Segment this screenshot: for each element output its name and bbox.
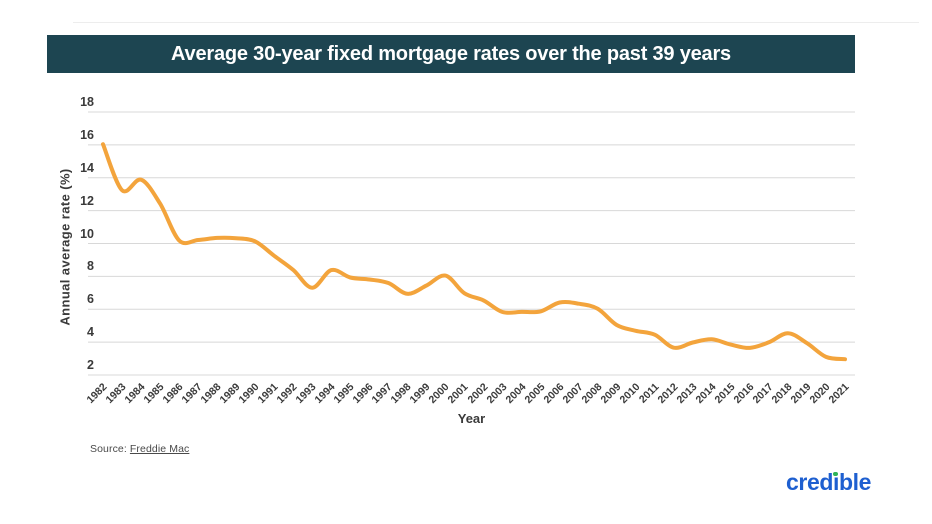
y-tick-label: 18 — [80, 95, 94, 109]
rate-line — [101, 142, 847, 362]
credible-logo[interactable]: credı ble — [786, 469, 871, 496]
chart-title: Average 30-year fixed mortgage rates ove… — [171, 42, 731, 65]
y-tick-label: 2 — [87, 358, 94, 372]
y-axis-title: Annual average rate (%) — [57, 168, 73, 326]
logo-letter-i: ı — [832, 469, 839, 495]
logo-green-dot-icon — [833, 471, 838, 476]
y-tick-label: 12 — [80, 193, 94, 208]
source-prefix: Source: — [90, 443, 127, 455]
source-link[interactable]: Freddie Mac — [129, 443, 190, 455]
y-tick-label: 6 — [87, 292, 94, 307]
logo-text: ble — [838, 469, 872, 495]
y-tick-label: 4 — [87, 325, 94, 340]
y-tick-label: 14 — [80, 160, 94, 175]
y-tick-label: 8 — [87, 259, 94, 274]
logo-text: cred — [786, 469, 833, 495]
source-note: Source: Freddie Mac — [90, 443, 189, 455]
x-axis-title: Year — [457, 411, 486, 426]
y-tick-label: 10 — [80, 226, 94, 241]
chart-title-bar: Average 30-year fixed mortgage rates ove… — [47, 35, 855, 73]
top-divider — [73, 22, 919, 23]
y-tick-label: 16 — [80, 127, 94, 142]
